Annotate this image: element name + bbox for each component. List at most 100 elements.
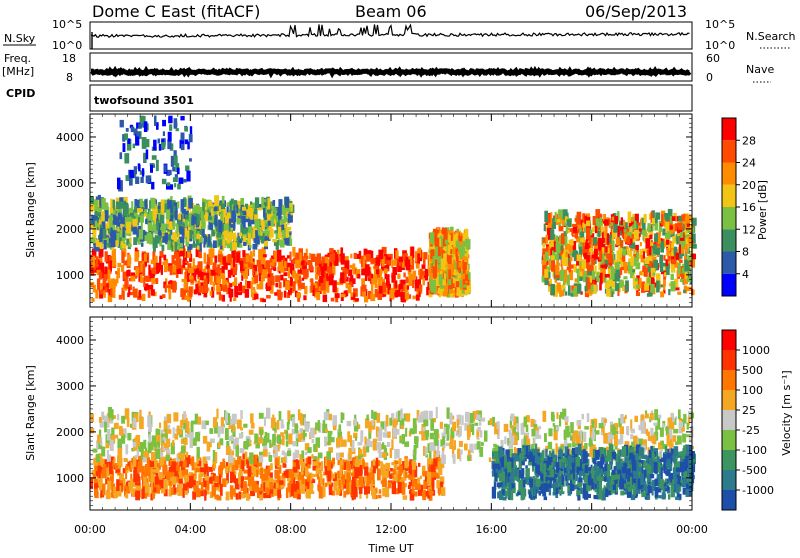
- echo-cell: [171, 488, 173, 495]
- echo-cell: [229, 289, 234, 298]
- echo-cell: [176, 465, 180, 471]
- echo-cell: [172, 255, 175, 264]
- freq-label: Freq.: [4, 52, 31, 65]
- echo-cell: [615, 216, 618, 224]
- echo-cell: [135, 267, 139, 276]
- echo-cell: [364, 296, 368, 303]
- echo-cell: [189, 230, 192, 239]
- echo-cell: [285, 280, 290, 290]
- echo-cell: [151, 289, 155, 295]
- echo-cell: [311, 278, 314, 290]
- echo-cell: [185, 491, 188, 495]
- echo-cell: [373, 474, 375, 484]
- echo-cell: [360, 430, 363, 442]
- echo-cell: [162, 179, 167, 184]
- echo-cell: [462, 256, 467, 260]
- echo-cell: [229, 201, 231, 212]
- echo-cell: [132, 492, 135, 497]
- echo-cell: [405, 428, 407, 437]
- echo-cell: [164, 165, 166, 173]
- nave-tick-high: 60: [706, 52, 720, 65]
- echo-cell: [568, 245, 573, 253]
- echo-cell: [205, 476, 209, 481]
- echo-cell: [276, 216, 278, 222]
- echo-cell: [226, 497, 230, 500]
- echo-cell: [222, 232, 225, 235]
- echo-cell: [390, 468, 393, 472]
- echo-cell: [145, 482, 148, 493]
- echo-cell: [248, 220, 251, 226]
- colorbar-swatch: [722, 185, 736, 207]
- echo-cell: [162, 245, 165, 251]
- echo-cell: [570, 257, 572, 262]
- echo-cell: [274, 292, 277, 296]
- echo-cell: [180, 116, 184, 121]
- echo-cell: [188, 270, 191, 273]
- echo-cell: [188, 198, 193, 209]
- echo-cell: [176, 128, 179, 131]
- echo-cell: [631, 429, 635, 434]
- echo-cell: [128, 287, 130, 296]
- echo-cell: [239, 469, 242, 473]
- echo-cell: [118, 213, 122, 220]
- echo-cell: [355, 460, 360, 468]
- echo-cell: [335, 293, 340, 298]
- echo-cell: [139, 290, 142, 298]
- echo-cell: [623, 276, 627, 279]
- echo-cell: [414, 491, 418, 496]
- echo-cell: [244, 476, 248, 480]
- echo-cell: [170, 184, 173, 189]
- echo-cell: [454, 269, 456, 275]
- echo-cell: [262, 299, 266, 302]
- echo-cell: [215, 476, 218, 483]
- echo-cell: [150, 165, 153, 173]
- echo-cell: [219, 294, 223, 300]
- echo-cell: [112, 225, 115, 229]
- echo-cell: [292, 271, 296, 279]
- echo-cell: [389, 474, 392, 479]
- echo-cell: [306, 489, 311, 499]
- echo-cell: [282, 230, 284, 237]
- echo-cell: [126, 128, 129, 132]
- echo-cell: [448, 255, 452, 265]
- echo-cell: [317, 267, 320, 274]
- echo-cell: [258, 488, 262, 492]
- echo-cell: [420, 476, 422, 479]
- echo-cell: [243, 470, 247, 474]
- echo-cell: [184, 127, 188, 132]
- echo-cell: [121, 265, 124, 272]
- echo-cell: [244, 264, 248, 268]
- power-echo-cells: [90, 116, 697, 303]
- echo-cell: [174, 233, 177, 241]
- echo-cell: [426, 491, 429, 497]
- echo-cell: [202, 223, 206, 230]
- echo-cell: [678, 223, 682, 230]
- echo-cell: [197, 214, 200, 226]
- echo-cell: [269, 489, 273, 494]
- echo-cell: [281, 237, 283, 240]
- echo-cell: [142, 168, 144, 177]
- echo-cell: [682, 434, 686, 443]
- echo-cell: [284, 464, 287, 468]
- echo-cell: [163, 255, 166, 261]
- colorbar-swatch: [722, 274, 736, 296]
- echo-cell: [201, 482, 204, 491]
- echo-cell: [99, 234, 102, 242]
- echo-cell: [187, 461, 189, 468]
- echo-cell: [253, 244, 258, 250]
- echo-cell: [310, 484, 314, 488]
- echo-cell: [189, 287, 193, 297]
- echo-cell: [170, 472, 175, 477]
- nsearch-label: N.Search: [746, 30, 796, 43]
- echo-cell: [172, 281, 176, 293]
- echo-cell: [412, 296, 416, 300]
- echo-cell: [628, 212, 632, 224]
- echo-cell: [179, 178, 184, 184]
- echo-cell: [257, 284, 261, 290]
- echo-cell: [634, 230, 639, 240]
- echo-cell: [199, 286, 203, 293]
- echo-cell: [133, 237, 137, 245]
- echo-cell: [181, 133, 185, 141]
